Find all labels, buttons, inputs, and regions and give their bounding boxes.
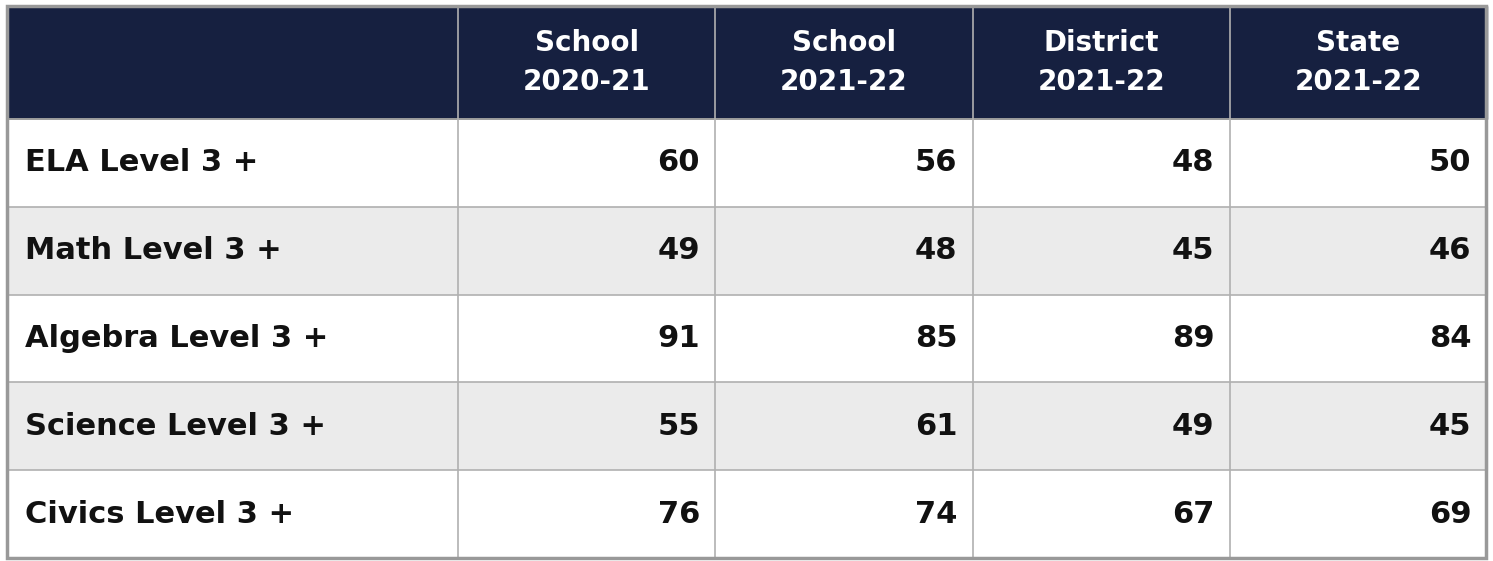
Bar <box>7 6 458 119</box>
Bar <box>1230 470 1487 558</box>
Text: 55: 55 <box>657 412 700 441</box>
Text: Science Level 3 +: Science Level 3 + <box>25 412 327 441</box>
Text: 91: 91 <box>657 324 700 353</box>
Text: 89: 89 <box>1172 324 1214 353</box>
Bar <box>715 119 972 207</box>
Bar <box>1230 6 1487 119</box>
Text: 2021-22: 2021-22 <box>1038 67 1165 95</box>
Bar <box>458 470 715 558</box>
Text: 56: 56 <box>915 148 957 177</box>
Text: 45: 45 <box>1429 412 1472 441</box>
Bar <box>972 470 1230 558</box>
Text: Civics Level 3 +: Civics Level 3 + <box>25 500 294 529</box>
Text: 49: 49 <box>1172 412 1214 441</box>
Text: 49: 49 <box>657 236 700 265</box>
Text: 46: 46 <box>1429 236 1472 265</box>
Text: 48: 48 <box>1172 148 1214 177</box>
Text: 2020-21: 2020-21 <box>523 67 651 95</box>
Bar <box>972 6 1230 119</box>
Text: 60: 60 <box>657 148 700 177</box>
Text: Math Level 3 +: Math Level 3 + <box>25 236 282 265</box>
Bar <box>458 295 715 383</box>
Text: 48: 48 <box>915 236 957 265</box>
Bar <box>972 119 1230 207</box>
Bar <box>972 295 1230 383</box>
Text: School: School <box>534 29 639 57</box>
Bar <box>1230 119 1487 207</box>
Bar <box>972 383 1230 470</box>
Bar <box>458 119 715 207</box>
Bar <box>1230 383 1487 470</box>
Bar <box>7 383 458 470</box>
Bar <box>1230 207 1487 295</box>
Text: District: District <box>1044 29 1159 57</box>
Bar <box>1230 295 1487 383</box>
Bar <box>715 295 972 383</box>
Bar <box>7 207 458 295</box>
Text: ELA Level 3 +: ELA Level 3 + <box>25 148 258 177</box>
Text: 61: 61 <box>915 412 957 441</box>
Text: 84: 84 <box>1429 324 1472 353</box>
Bar <box>715 470 972 558</box>
Bar <box>715 6 972 119</box>
Bar <box>458 383 715 470</box>
Bar <box>7 119 458 207</box>
Text: School: School <box>791 29 896 57</box>
Text: 45: 45 <box>1172 236 1214 265</box>
Text: 2021-22: 2021-22 <box>781 67 908 95</box>
Bar <box>715 383 972 470</box>
Bar <box>7 470 458 558</box>
Bar <box>972 207 1230 295</box>
Text: 67: 67 <box>1172 500 1214 529</box>
Bar <box>458 207 715 295</box>
Text: 76: 76 <box>657 500 700 529</box>
Bar <box>7 295 458 383</box>
Bar <box>715 207 972 295</box>
Text: 50: 50 <box>1429 148 1472 177</box>
Text: 2021-22: 2021-22 <box>1294 67 1423 95</box>
Text: 69: 69 <box>1429 500 1472 529</box>
Text: Algebra Level 3 +: Algebra Level 3 + <box>25 324 328 353</box>
Text: State: State <box>1317 29 1400 57</box>
Text: 85: 85 <box>915 324 957 353</box>
Bar <box>458 6 715 119</box>
Text: 74: 74 <box>915 500 957 529</box>
